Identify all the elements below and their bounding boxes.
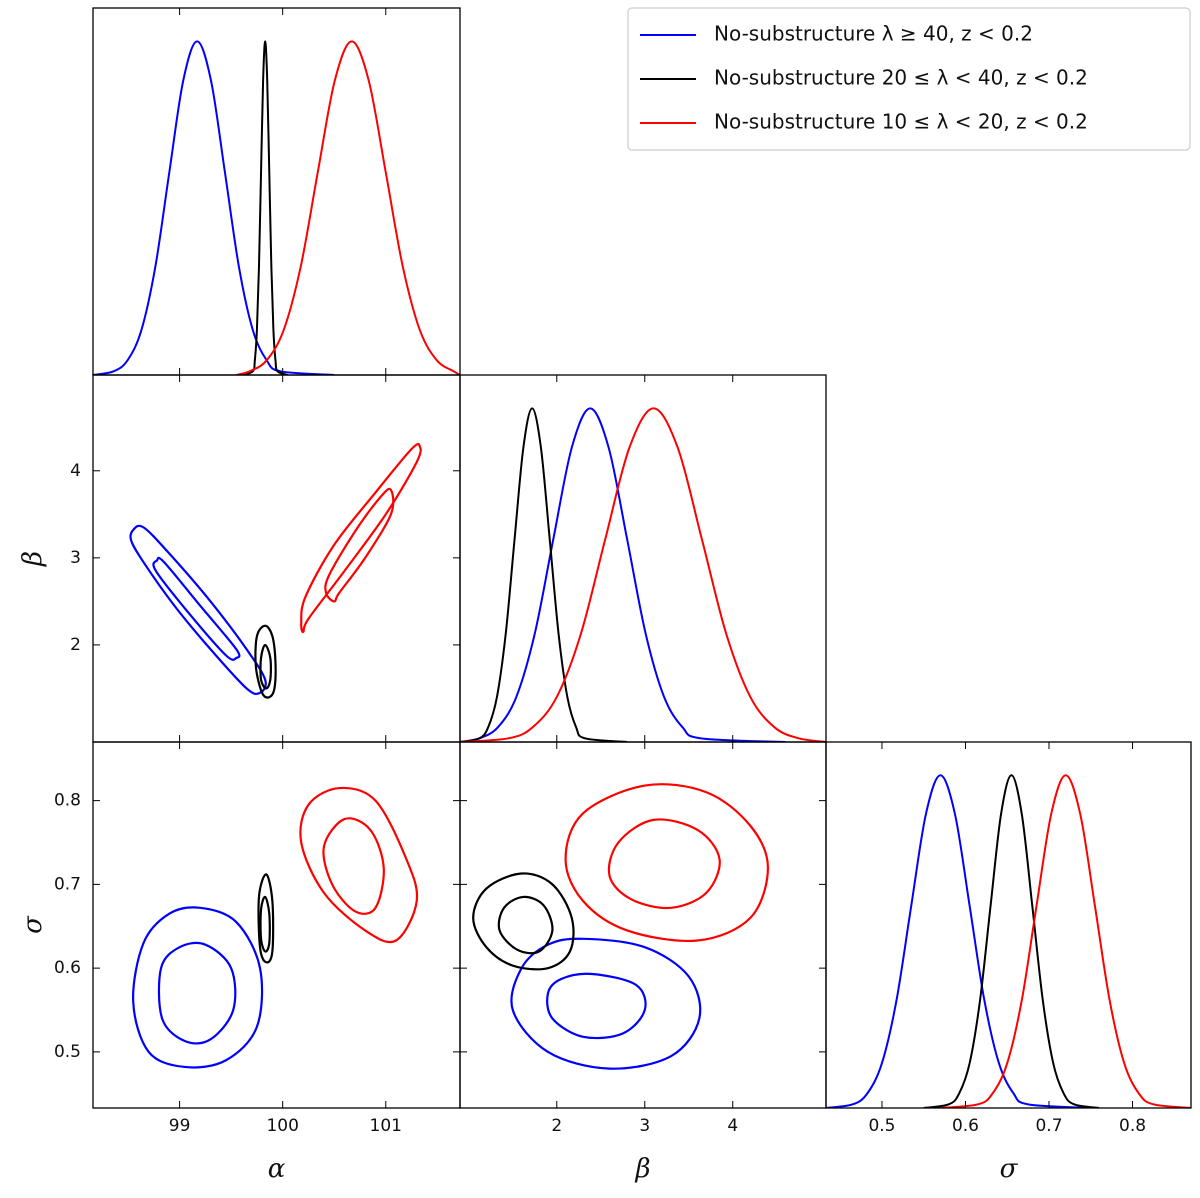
x-tick-label: 0.7 (1035, 1116, 1062, 1136)
contour (324, 487, 395, 603)
panel (93, 40, 460, 375)
y-tick-label: 0.8 (54, 791, 81, 811)
x-tick-label: 0.8 (1119, 1116, 1146, 1136)
x-tick-label: 101 (370, 1116, 402, 1136)
x-tick-label: 100 (266, 1116, 298, 1136)
y-axis-label: β (18, 551, 48, 567)
panel (826, 774, 1191, 1108)
panel (129, 442, 422, 699)
y-tick-label: 2 (70, 635, 81, 655)
panel-frame (459, 741, 827, 1109)
panel-frame (459, 374, 827, 743)
contour (254, 624, 277, 699)
contour (300, 442, 422, 634)
legend-box (627, 7, 1191, 151)
contour (546, 972, 647, 1040)
legend-label: No-substructure 20 ≤ λ < 40, z < 0.2 (714, 66, 1088, 90)
panel-frame (92, 741, 461, 1109)
x-tick-label: 0.6 (952, 1116, 979, 1136)
panel-frame (92, 374, 461, 743)
density-curve (460, 407, 628, 742)
contour (510, 937, 702, 1070)
contour (564, 783, 770, 943)
panel (460, 407, 826, 742)
contour (322, 817, 385, 915)
contour (257, 873, 275, 964)
density-curve (460, 407, 786, 742)
contour (157, 941, 237, 1045)
x-tick-label: 0.5 (868, 1116, 895, 1136)
contour (259, 643, 272, 690)
y-axis-label: σ (18, 915, 48, 934)
density-curve (460, 407, 826, 742)
contour (259, 895, 271, 953)
contour (299, 786, 419, 944)
x-axis-label: β (634, 1154, 650, 1184)
y-tick-label: 4 (70, 461, 81, 481)
x-axis-label: α (268, 1154, 286, 1184)
y-tick-label: 0.7 (54, 874, 81, 894)
contour (472, 872, 575, 971)
density-curve (826, 774, 1091, 1108)
density-curve (923, 774, 1100, 1108)
density-curve (940, 774, 1191, 1108)
x-axis-label: σ (1000, 1154, 1019, 1184)
y-tick-label: 0.5 (54, 1042, 81, 1062)
legend-label: No-substructure λ ≥ 40, z < 0.2 (714, 22, 1033, 46)
y-tick-label: 0.6 (54, 958, 81, 978)
contour (129, 524, 267, 696)
density-curve (236, 40, 460, 375)
x-tick-label: 4 (727, 1116, 738, 1136)
x-tick-label: 2 (551, 1116, 562, 1136)
panel-frame (92, 7, 461, 376)
panel (132, 786, 419, 1069)
contour (132, 906, 264, 1069)
density-curve (241, 40, 289, 375)
contour (152, 556, 241, 661)
contour (497, 895, 554, 955)
y-tick-label: 3 (70, 548, 81, 568)
density-curve (93, 40, 335, 375)
legend-label: No-substructure 10 ≤ λ < 20, z < 0.2 (714, 110, 1088, 134)
x-tick-label: 99 (169, 1116, 191, 1136)
panel-frame (825, 741, 1192, 1109)
x-tick-label: 3 (639, 1116, 650, 1136)
panel (472, 783, 770, 1070)
contour (607, 818, 721, 910)
